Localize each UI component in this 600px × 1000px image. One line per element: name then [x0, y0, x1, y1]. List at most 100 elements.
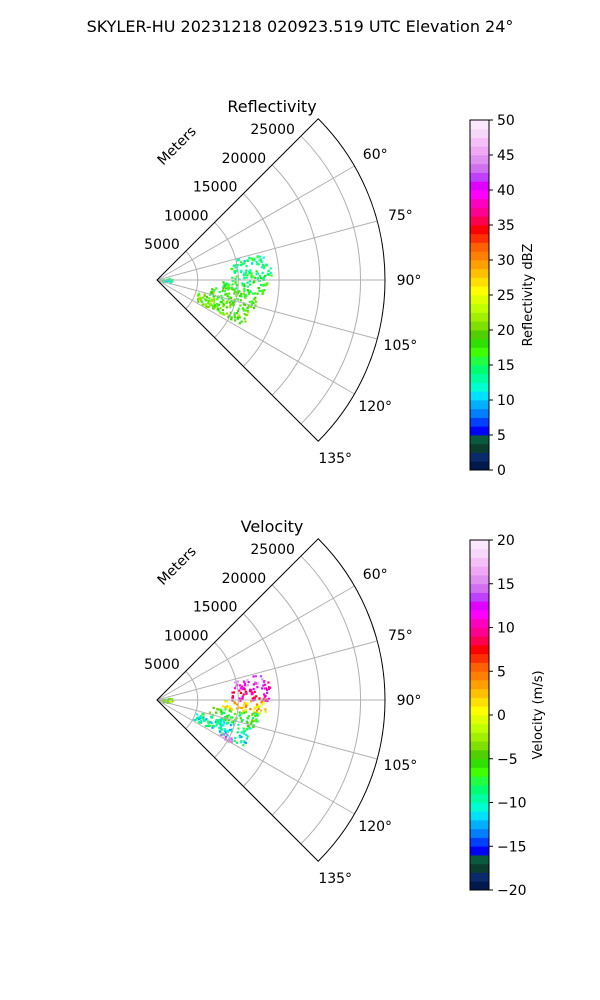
colorbar-swatch	[470, 820, 489, 830]
echo-gate	[200, 716, 204, 719]
echo-gate	[217, 309, 220, 312]
echo-gate	[248, 292, 251, 295]
echo-gate	[240, 320, 243, 323]
echo-gate	[269, 267, 272, 270]
echo-gate	[245, 692, 248, 695]
echo-gate	[254, 276, 257, 279]
echo-gate	[254, 711, 257, 715]
echo-gate	[219, 710, 222, 713]
echo-gate	[264, 699, 267, 702]
reflectivity-colorbar: 0 5 10 15 20 25 30 35 40 45 50	[469, 113, 515, 479]
colorbar-swatch	[470, 618, 489, 628]
echo-gate	[195, 718, 198, 721]
echo-gate	[218, 727, 221, 730]
echo-gate	[219, 725, 222, 728]
azimuth-tick-label: 60°	[363, 567, 388, 583]
echo-gate	[219, 723, 222, 726]
echo-gate	[250, 276, 253, 279]
echo-gate	[220, 294, 223, 297]
echo-gate	[252, 675, 255, 678]
echo-gate	[226, 283, 229, 286]
radial-tick-label: 10000	[164, 628, 209, 644]
echo-gate	[246, 703, 249, 706]
echo-gate	[250, 274, 253, 277]
echo-gate	[198, 721, 201, 724]
echo-gate	[243, 682, 246, 685]
echo-gate	[253, 280, 256, 283]
echo-gate	[229, 710, 233, 713]
echo-gate	[203, 293, 206, 296]
echo-gate	[225, 312, 229, 315]
echo-gate	[263, 695, 266, 698]
colorbar-swatch	[470, 881, 489, 891]
echo-gate	[246, 679, 249, 682]
echo-gate	[222, 305, 225, 308]
echo-gate	[223, 313, 226, 316]
echo-gate	[245, 704, 248, 707]
echo-gate	[261, 678, 264, 681]
echo-gate	[247, 290, 250, 294]
echo-gate	[253, 257, 256, 260]
radial-tick-label: 20000	[222, 151, 267, 167]
echo-gate	[213, 289, 216, 292]
echo-gate	[217, 708, 220, 711]
echo-gate	[242, 732, 245, 735]
echo-gate	[245, 294, 248, 298]
echo-gate	[223, 733, 226, 736]
echo-gate	[253, 707, 256, 710]
azimuth-spoke	[156, 279, 378, 340]
echo-gate	[243, 274, 246, 277]
echo-gate	[230, 721, 233, 724]
echo-gate	[234, 280, 237, 283]
colorbar-swatch	[470, 190, 489, 200]
echo-gate	[171, 698, 174, 701]
colorbar-swatch	[470, 540, 489, 550]
colorbar-swatch	[470, 198, 489, 208]
echo-gate	[215, 724, 218, 727]
echo-gate	[216, 708, 219, 711]
echo-gate	[228, 709, 231, 712]
echo-gate	[251, 697, 254, 700]
echo-gate	[243, 313, 246, 316]
echo-gate	[243, 704, 246, 707]
echo-gate	[195, 713, 199, 716]
echo-gate	[238, 711, 241, 714]
echo-gate	[243, 317, 246, 320]
colorbar-tick-label: 10	[497, 393, 515, 409]
echo-gate	[234, 681, 237, 684]
echo-gate	[253, 307, 256, 310]
echo-gate	[202, 713, 205, 716]
radial-tick-label: 20000	[222, 571, 267, 587]
echo-gate	[225, 287, 228, 290]
echo-gate	[247, 681, 250, 684]
echo-gate	[240, 741, 243, 744]
echo-gate	[244, 309, 247, 312]
echo-gate	[236, 298, 239, 301]
echo-gate	[259, 705, 262, 708]
colorbar-swatch	[470, 575, 489, 585]
echo-gate	[231, 696, 234, 699]
echo-gate	[235, 684, 238, 687]
echo-gate	[244, 271, 247, 274]
echo-gate	[239, 299, 242, 302]
echo-gate	[253, 710, 256, 713]
echo-gate	[228, 705, 231, 708]
echo-gate	[220, 713, 223, 716]
echo-gate	[262, 284, 265, 287]
echo-gate	[243, 688, 246, 691]
echo-gate	[253, 298, 256, 301]
echo-gate	[244, 320, 247, 323]
echo-gate	[233, 687, 237, 690]
echo-gate	[210, 722, 213, 725]
echo-gate	[232, 264, 235, 267]
echo-gate	[243, 260, 246, 263]
echo-gate	[231, 279, 234, 282]
echo-gate	[257, 263, 260, 266]
echo-gate	[239, 304, 242, 307]
echo-gate	[235, 287, 238, 290]
echo-gate	[255, 273, 258, 276]
echo-gate	[232, 304, 235, 307]
colorbar-swatch	[470, 601, 489, 611]
echo-gate	[210, 292, 213, 295]
